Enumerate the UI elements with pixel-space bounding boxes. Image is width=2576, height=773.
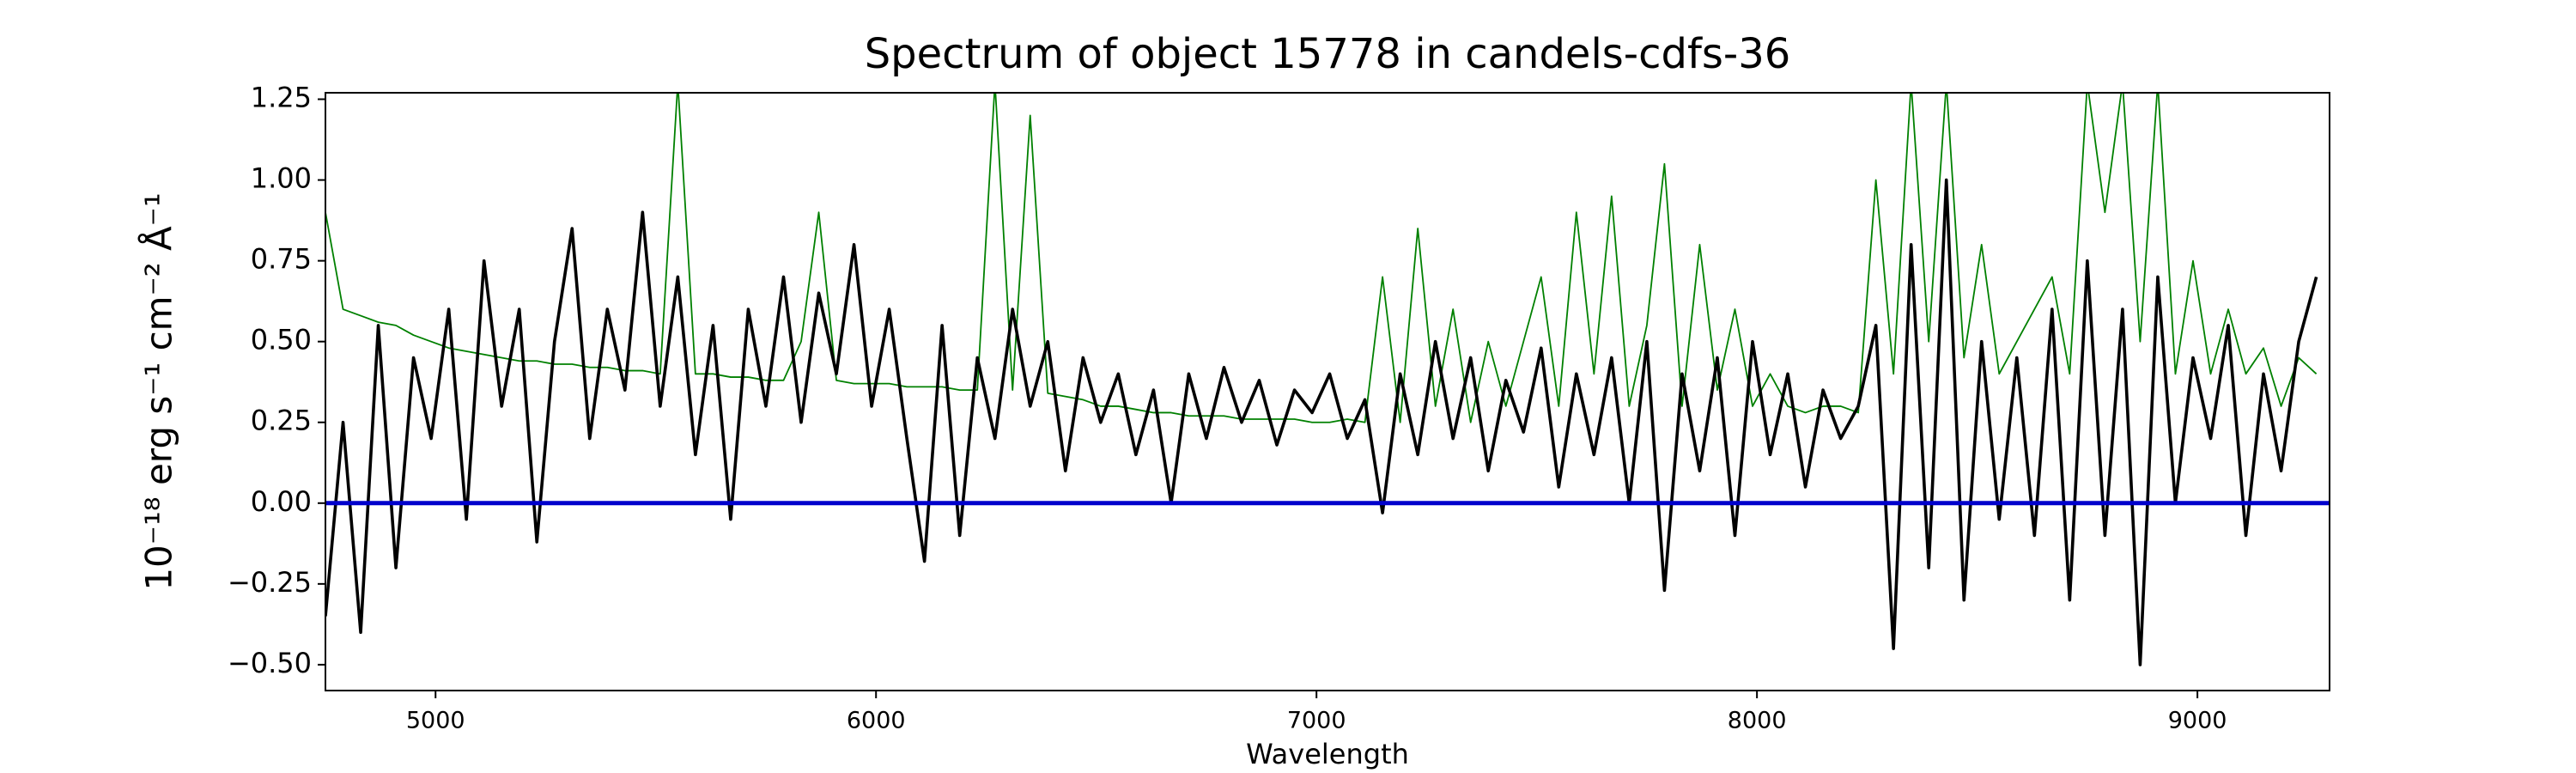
spectrum-line — [325, 178, 2318, 666]
y-tick-label: 0.75 — [251, 243, 312, 276]
y-tick-label: 0.00 — [251, 485, 312, 518]
x-tick-label: 5000 — [406, 708, 465, 734]
y-tick-label: 1.25 — [251, 82, 312, 114]
y-tick-label: 1.00 — [251, 162, 312, 195]
x-tick-label: 7000 — [1287, 708, 1346, 734]
x-tick-label: 9000 — [2168, 708, 2227, 734]
y-tick-label: 0.50 — [251, 324, 312, 356]
plot-area — [325, 93, 2330, 666]
x-tick-label: 6000 — [847, 708, 906, 734]
x-axis-label: Wavelength — [1246, 738, 1409, 770]
x-tick-label: 8000 — [1728, 708, 1787, 734]
y-tick-label: −0.25 — [228, 566, 312, 599]
y-tick-label: −0.50 — [228, 647, 312, 679]
y-tick-label: 0.25 — [251, 405, 312, 437]
chart-title: Spectrum of object 15778 in candels-cdfs… — [865, 30, 1791, 78]
plot-frame — [325, 92, 2330, 691]
y-axis-label: 10⁻¹⁸ erg s⁻¹ cm⁻² Å⁻¹ — [137, 192, 180, 590]
